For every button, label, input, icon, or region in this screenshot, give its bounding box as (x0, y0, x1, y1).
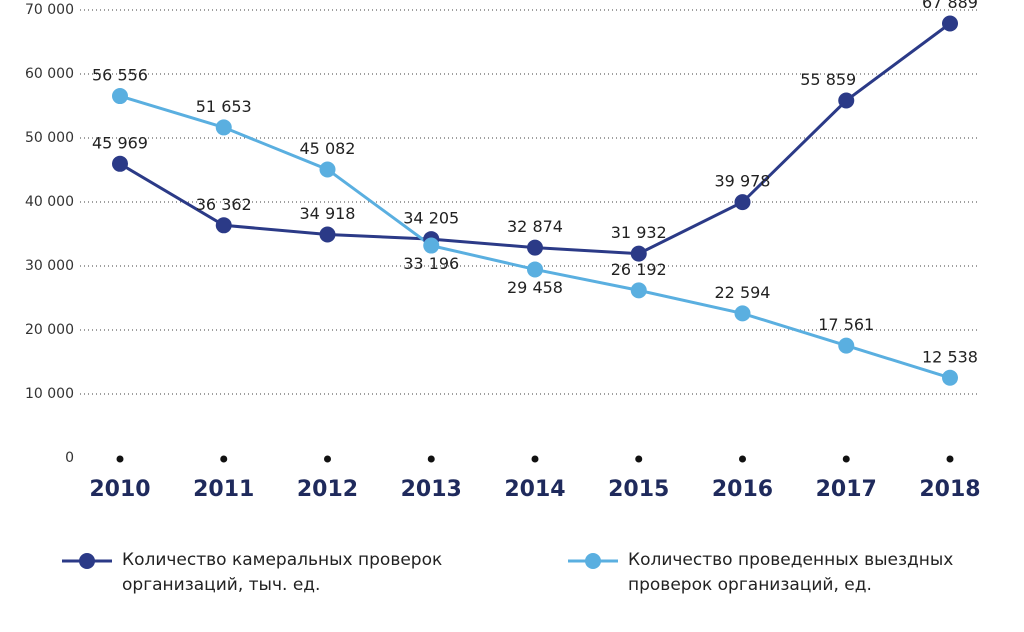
baseline-dot (427, 455, 435, 463)
y-tick-label: 50 000 (25, 130, 74, 146)
x-tick-label: 2010 (89, 477, 150, 502)
x-tick-label: 2011 (193, 477, 254, 502)
data-label: 26 192 (611, 260, 667, 279)
legend-swatch (62, 553, 112, 569)
legend-item: Количество проведенных выездных проверок… (568, 548, 1008, 598)
data-label: 29 458 (507, 278, 563, 297)
data-label: 36 362 (196, 195, 252, 214)
point (838, 337, 855, 354)
x-tick-label: 2015 (608, 477, 669, 502)
point (630, 282, 647, 299)
data-label: 67 889 (922, 0, 978, 12)
data-label: 31 932 (611, 223, 667, 242)
data-label: 22 594 (715, 283, 771, 302)
y-tick-label: 10 000 (25, 386, 74, 402)
point (423, 237, 440, 254)
y-tick-label: 70 000 (25, 2, 74, 18)
y-tick-label: 40 000 (25, 194, 74, 210)
data-label: 56 556 (92, 66, 148, 85)
y-tick-label: 0 (65, 450, 74, 466)
baseline-dot (842, 455, 850, 463)
point (319, 226, 336, 243)
point (215, 217, 232, 234)
point (527, 239, 543, 256)
legend-text: Количество камеральных проверок организа… (122, 550, 443, 595)
point (734, 305, 751, 322)
data-label: 45 082 (300, 139, 356, 158)
chart: 0 10 000 20 000 30 000 40 000 50 000 60 000 70 … (25, 0, 981, 502)
data-label: 34 918 (300, 204, 356, 223)
x-tick-label: 2012 (297, 477, 358, 502)
point (942, 369, 958, 386)
data-label: 39 978 (715, 172, 771, 191)
y-tick-label: 20 000 (25, 322, 74, 338)
baseline-dot (739, 455, 746, 463)
baseline-dot (531, 455, 539, 463)
data-label: 12 538 (922, 347, 978, 366)
data-label: 34 205 (403, 209, 459, 228)
data-label: 51 653 (196, 97, 252, 116)
y-tick-label: 60 000 (25, 66, 74, 82)
point (734, 194, 751, 211)
baseline-dot (116, 455, 124, 463)
baseline-dot (946, 455, 954, 463)
legend-text: Количество проведенных выездных проверок… (628, 550, 954, 595)
point (319, 161, 336, 178)
point (215, 119, 232, 136)
data-label: 45 969 (92, 133, 148, 152)
legend-item: Количество камеральных проверок организа… (62, 548, 502, 598)
data-label: 55 859 (800, 70, 856, 89)
point (112, 88, 128, 105)
point (942, 15, 958, 32)
data-label: 17 561 (818, 315, 874, 334)
legend-swatch (568, 553, 618, 569)
x-tick-label: 2014 (504, 477, 565, 502)
baseline-dot (220, 455, 228, 463)
x-tick-label: 2013 (401, 477, 462, 502)
baseline-dot (635, 455, 643, 463)
point (112, 155, 128, 172)
baseline-dot (324, 455, 331, 463)
point (527, 261, 543, 278)
x-tick-label: 2018 (919, 477, 980, 502)
data-label: 32 874 (507, 217, 563, 236)
x-tick-label: 2017 (816, 477, 877, 502)
data-label: 33 196 (403, 254, 459, 273)
y-tick-label: 30 000 (25, 258, 74, 274)
point (838, 92, 855, 109)
point (630, 245, 647, 262)
x-tick-label: 2016 (712, 477, 773, 502)
